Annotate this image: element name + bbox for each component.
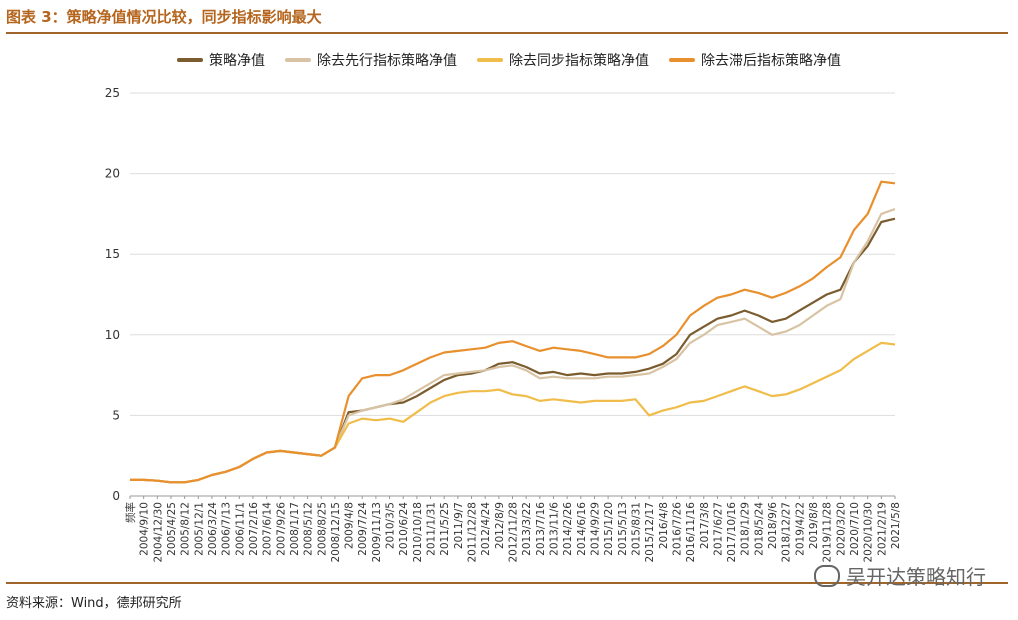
- x-tick-label-26: 2012/4/24: [480, 502, 492, 556]
- x-tick-label-17: 2009/7/24: [357, 502, 369, 556]
- y-tick-label-3: 15: [105, 247, 120, 261]
- x-tick-label-0: 频率: [124, 502, 137, 523]
- x-tick-label-47: 2018/9/6: [767, 502, 779, 549]
- x-tick-label-49: 2019/4/22: [794, 502, 806, 556]
- legend-item-3: 除去滞后指标策略净值: [669, 50, 841, 70]
- x-tick-label-37: 2015/8/31: [630, 502, 642, 556]
- x-tick-label-56: 2021/5/8: [890, 502, 902, 549]
- x-tick-label-12: 2008/1/17: [289, 502, 301, 556]
- x-tick-label-34: 2014/9/29: [589, 502, 601, 556]
- legend-item-1: 除去先行指标策略净值: [285, 50, 457, 70]
- x-tick-label-25: 2011/12/28: [467, 502, 479, 563]
- x-tick-label-15: 2008/12/15: [330, 502, 342, 563]
- bottom-rule: [6, 582, 1008, 584]
- x-tick-label-4: 2005/8/12: [180, 502, 192, 556]
- x-tick-label-39: 2016/4/8: [658, 502, 670, 549]
- x-tick-label-21: 2010/10/18: [412, 502, 424, 563]
- x-tick-label-18: 2009/11/13: [371, 502, 383, 563]
- x-tick-label-28: 2012/11/28: [508, 502, 520, 563]
- x-tick-label-42: 2017/3/8: [699, 502, 711, 549]
- y-tick-label-5: 25: [105, 86, 120, 100]
- chart-legend: 策略净值 除去先行指标策略净值 除去同步指标策略净值 除去滞后指标策略净值: [0, 50, 1018, 70]
- x-tick-label-7: 2006/7/13: [221, 502, 233, 556]
- x-tick-label-2: 2004/12/30: [152, 502, 164, 563]
- x-tick-label-11: 2007/9/26: [275, 502, 287, 556]
- x-tick-label-36: 2015/5/13: [617, 502, 629, 556]
- y-tick-label-0: 0: [112, 489, 120, 503]
- x-tick-label-52: 2020/3/20: [835, 502, 847, 556]
- legend-swatch-2: [477, 58, 503, 62]
- x-tick-label-5: 2005/12/1: [193, 502, 205, 556]
- x-tick-label-19: 2010/3/5: [385, 502, 397, 549]
- x-tick-label-10: 2007/6/14: [262, 502, 274, 556]
- series-line-3: [130, 180, 896, 484]
- x-tick-label-29: 2013/3/22: [521, 502, 533, 556]
- x-tick-label-9: 2007/2/16: [248, 502, 260, 556]
- x-tick-label-41: 2016/11/16: [685, 502, 697, 563]
- x-tick-label-1: 2004/9/10: [139, 502, 151, 556]
- legend-label-1: 除去先行指标策略净值: [317, 53, 457, 69]
- x-tick-label-33: 2014/6/16: [576, 502, 588, 556]
- x-tick-label-32: 2014/2/26: [562, 502, 574, 556]
- watermark: 吴开达策略知行: [814, 561, 986, 590]
- x-tick-label-35: 2015/1/20: [603, 502, 615, 556]
- legend-swatch-3: [669, 58, 695, 62]
- x-tick-label-55: 2021/2/19: [876, 502, 888, 556]
- source-note: 资料来源：Wind，德邦研究所: [6, 596, 182, 611]
- x-tick-label-14: 2008/8/25: [316, 502, 328, 556]
- x-tick-label-23: 2011/5/25: [439, 502, 451, 556]
- legend-label-2: 除去同步指标策略净值: [509, 53, 649, 69]
- series-line-1: [130, 208, 896, 484]
- x-tick-label-40: 2016/7/26: [671, 502, 683, 556]
- x-tick-label-16: 2009/4/8: [344, 502, 356, 549]
- y-tick-label-2: 10: [105, 328, 120, 342]
- x-tick-label-50: 2019/8/8: [808, 502, 820, 549]
- legend-item-0: 策略净值: [177, 50, 265, 70]
- x-tick-label-3: 2005/4/25: [166, 502, 178, 556]
- x-tick-label-24: 2011/9/7: [453, 502, 465, 549]
- x-tick-label-31: 2013/11/6: [548, 502, 560, 556]
- legend-label-3: 除去滞后指标策略净值: [701, 53, 841, 69]
- series-line-0: [130, 217, 896, 484]
- legend-swatch-0: [177, 58, 203, 62]
- x-tick-label-8: 2006/11/1: [234, 502, 246, 556]
- x-tick-label-53: 2020/7/10: [849, 502, 861, 556]
- x-tick-label-27: 2012/8/9: [494, 502, 506, 549]
- x-tick-label-6: 2006/3/24: [207, 502, 219, 556]
- legend-label-0: 策略净值: [209, 53, 265, 69]
- y-tick-label-1: 5: [112, 408, 120, 422]
- x-tick-label-51: 2019/11/28: [822, 502, 834, 563]
- series-line-2: [130, 341, 896, 484]
- x-tick-label-13: 2008/5/12: [303, 502, 315, 556]
- top-rule: [6, 32, 1008, 34]
- x-tick-label-20: 2010/6/24: [398, 502, 410, 556]
- x-tick-label-48: 2018/12/27: [781, 502, 793, 563]
- x-tick-label-44: 2017/10/16: [726, 502, 738, 563]
- wechat-icon: [814, 564, 840, 587]
- figure-title: 图表 3：策略净值情况比较，同步指标影响最大: [6, 8, 322, 26]
- legend-item-2: 除去同步指标策略净值: [477, 50, 649, 70]
- y-tick-label-4: 20: [105, 167, 120, 181]
- x-tick-label-43: 2017/6/27: [712, 502, 724, 556]
- x-tick-label-46: 2018/5/24: [753, 502, 765, 556]
- x-tick-label-45: 2018/1/29: [740, 502, 752, 556]
- x-tick-label-30: 2013/7/16: [535, 502, 547, 556]
- watermark-text: 吴开达策略知行: [846, 565, 986, 589]
- x-tick-label-38: 2015/12/17: [644, 502, 656, 563]
- legend-swatch-1: [285, 58, 311, 62]
- x-tick-label-54: 2020/10/30: [863, 502, 875, 563]
- x-tick-label-22: 2011/1/31: [426, 502, 438, 556]
